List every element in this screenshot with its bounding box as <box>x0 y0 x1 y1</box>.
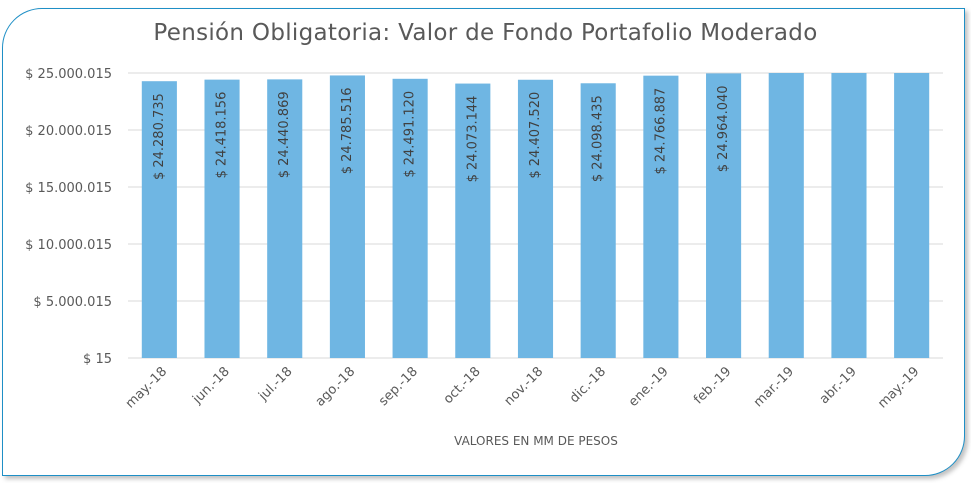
x-tick-label: jun.-18 <box>189 364 232 407</box>
x-tick-label: nov.-18 <box>502 364 547 409</box>
data-label: $ 24.407.520 <box>528 92 543 179</box>
data-label: $ 24.440.869 <box>277 91 292 178</box>
bar <box>329 75 365 359</box>
y-tick-label: $ 5.000.015 <box>33 295 112 310</box>
y-tick-label: $ 10.000.015 <box>25 238 112 253</box>
y-tick-label: $ 25.000.015 <box>25 67 112 82</box>
x-tick-label: dic.-18 <box>567 364 609 406</box>
bar <box>580 83 616 358</box>
bar <box>768 73 804 358</box>
data-label: $ 24.418.156 <box>215 92 230 179</box>
bar <box>455 83 491 358</box>
y-axis-ticks: $ 15 $ 5.000.015 $ 10.000.015 $ 15.000.015 $… <box>25 67 112 367</box>
bar <box>831 73 867 358</box>
x-tick-label: ene.-19 <box>626 364 672 410</box>
data-label: $ 24.785.516 <box>340 87 355 174</box>
x-tick-label: sep.-18 <box>376 364 421 409</box>
data-label: $ 24.766.887 <box>653 88 668 175</box>
data-label: $ 24.491.120 <box>403 91 418 178</box>
bars <box>141 73 930 359</box>
bar <box>706 73 742 358</box>
x-tick-label: ago.-18 <box>313 364 358 409</box>
x-tick-label: feb.-19 <box>691 364 734 407</box>
x-axis-ticks: may.-18 jun.-18 jul.-18 ago.-18 sep.-18 oct.-… <box>123 364 923 411</box>
x-tick-label: jul.-18 <box>255 364 295 404</box>
x-tick-label: abr.-19 <box>817 364 860 407</box>
bar <box>643 75 679 359</box>
bar <box>517 79 554 358</box>
bar <box>894 73 930 358</box>
x-tick-label: mar.-19 <box>751 364 797 410</box>
data-label: $ 24.964.040 <box>716 85 731 172</box>
data-label: $ 24.280.735 <box>152 93 167 180</box>
data-labels: $ 24.280.735 $ 24.418.156 $ 24.440.869 $ 24… <box>152 85 731 182</box>
y-tick-label: $ 15.000.015 <box>25 181 112 196</box>
bar <box>392 78 428 359</box>
bar <box>141 81 177 358</box>
y-tick-label: $ 15 <box>83 352 112 367</box>
chart-title: Pensión Obligatoria: Valor de Fondo Port… <box>153 20 818 46</box>
x-axis-title: VALORES EN MM DE PESOS <box>454 434 618 448</box>
y-tick-label: $ 20.000.015 <box>25 124 112 139</box>
bar <box>204 79 240 359</box>
x-tick-label: may.-19 <box>875 364 922 411</box>
x-tick-label: may.-18 <box>123 364 170 411</box>
x-tick-label: oct.-18 <box>441 364 484 407</box>
data-label: $ 24.098.435 <box>591 95 606 182</box>
data-label: $ 24.073.144 <box>465 96 480 183</box>
bar <box>267 79 303 358</box>
